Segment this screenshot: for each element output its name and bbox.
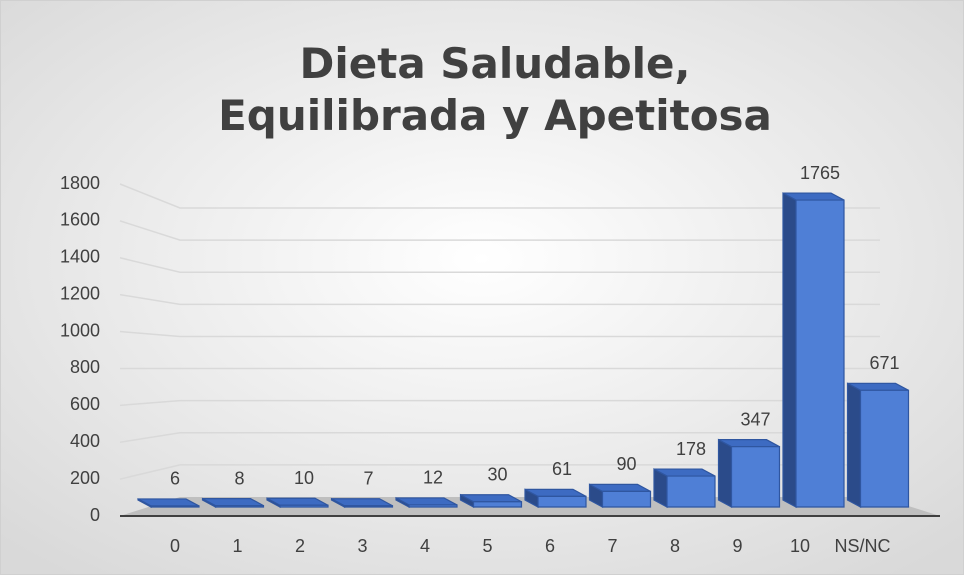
- x-tick-label: 6: [545, 536, 555, 556]
- y-tick-label: 600: [70, 394, 100, 414]
- bar: [588, 483, 652, 509]
- grid-line: [119, 330, 880, 338]
- bar-front: [408, 504, 458, 508]
- value-label: 1765: [800, 163, 840, 183]
- bar: [846, 382, 910, 509]
- x-tick-label: 8: [670, 536, 680, 556]
- value-label: 7: [363, 469, 373, 489]
- bar-front: [343, 505, 394, 508]
- grid-line: [119, 220, 880, 241]
- y-tick-label: 1400: [60, 247, 100, 267]
- value-label: 8: [234, 468, 244, 488]
- value-label: 347: [740, 409, 770, 429]
- bar: [653, 468, 716, 509]
- y-tick-label: 400: [70, 431, 100, 451]
- grid-line: [119, 432, 880, 443]
- y-tick-label: 1000: [60, 320, 100, 340]
- x-tick-label: 2: [295, 536, 305, 556]
- bar-front: [150, 505, 200, 508]
- grid-line: [119, 399, 880, 407]
- y-tick-label: 1200: [60, 283, 100, 303]
- bar: [330, 497, 394, 509]
- bar: [266, 497, 329, 509]
- y-tick-label: 800: [70, 357, 100, 377]
- grid-line: [119, 257, 880, 273]
- value-label: 10: [294, 468, 314, 488]
- bar-front: [730, 446, 781, 508]
- bar-side: [846, 382, 862, 509]
- bar-front: [472, 501, 523, 508]
- bar-front: [666, 475, 716, 508]
- value-label: 178: [676, 439, 706, 459]
- bar-front: [214, 505, 265, 508]
- y-tick-label: 0: [90, 505, 100, 525]
- grid-line: [119, 293, 880, 306]
- value-label: 6: [170, 469, 180, 489]
- grid-line: [119, 464, 880, 480]
- x-tick-label: 4: [420, 536, 430, 556]
- bar-front: [601, 490, 652, 508]
- bar-front: [279, 504, 329, 508]
- bar: [137, 497, 200, 509]
- value-label: 90: [616, 454, 636, 474]
- grid-line: [119, 183, 880, 209]
- bar: [782, 192, 845, 509]
- x-tick-label: 0: [170, 536, 180, 556]
- bar: [201, 497, 265, 509]
- bar-front: [859, 389, 910, 508]
- bar-side: [782, 192, 797, 509]
- bar: [395, 496, 458, 509]
- x-tick-label: 7: [607, 536, 617, 556]
- x-tick-label: 10: [790, 536, 810, 556]
- bar: [459, 493, 523, 509]
- y-tick-label: 200: [70, 468, 100, 488]
- y-tick-label: 1600: [60, 210, 100, 230]
- x-tick-label: 5: [482, 536, 492, 556]
- bar-side: [717, 438, 733, 509]
- bar-front: [795, 199, 845, 508]
- bar-front: [537, 495, 587, 508]
- value-label: 61: [552, 459, 572, 479]
- bar: [717, 438, 781, 509]
- x-tick-label: NS/NC: [834, 536, 890, 556]
- bar: [524, 488, 587, 509]
- y-tick-label: 1800: [60, 173, 100, 193]
- x-tick-label: 3: [357, 536, 367, 556]
- value-label: 30: [487, 465, 507, 485]
- x-tick-label: 1: [232, 536, 242, 556]
- chart-title: Dieta Saludable, Equilibrada y Apetitosa: [218, 39, 772, 140]
- value-label: 12: [423, 468, 443, 488]
- value-label: 671: [869, 353, 899, 373]
- x-tick-label: 9: [732, 536, 742, 556]
